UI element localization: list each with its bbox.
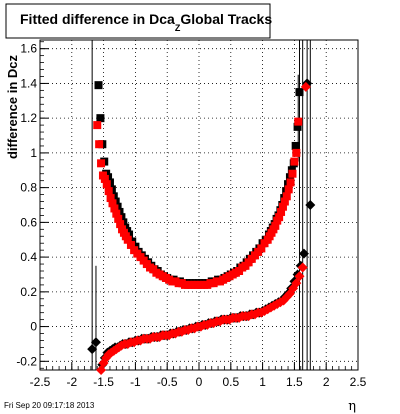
data-point-square bbox=[104, 187, 113, 196]
data-point-square bbox=[275, 213, 284, 222]
y-tick-label: 1.6 bbox=[20, 42, 37, 56]
y-tick-label: -0.2 bbox=[16, 354, 37, 368]
y-tick-label: 0.8 bbox=[20, 181, 37, 195]
y-tick-label: 1 bbox=[30, 146, 37, 160]
data-point-diamond bbox=[87, 344, 98, 355]
data-point-square bbox=[95, 140, 104, 149]
x-tick-label: 2 bbox=[323, 375, 330, 389]
title-frame bbox=[5, 3, 271, 39]
data-point-square bbox=[286, 178, 295, 187]
data-point-square bbox=[288, 169, 297, 178]
data-point-square bbox=[116, 220, 125, 229]
data-point-square bbox=[100, 174, 109, 183]
data-point-square bbox=[108, 199, 117, 208]
chart-title: Fitted difference in DcaZGlobal Tracks bbox=[20, 11, 272, 33]
data-point-square bbox=[106, 194, 115, 203]
data-point-diamond bbox=[90, 337, 101, 348]
chart-title-main: Fitted difference in Dca bbox=[20, 11, 175, 27]
data-point-square bbox=[293, 122, 302, 131]
timestamp-stamp: Fri Sep 20 09:17:18 2013 bbox=[4, 401, 95, 410]
data-point-square bbox=[97, 159, 106, 168]
data-point-diamond bbox=[300, 81, 311, 92]
data-point-diamond bbox=[298, 248, 309, 259]
data-markers bbox=[87, 78, 316, 375]
y-tick-label: 0.6 bbox=[20, 215, 37, 229]
data-point-square bbox=[295, 88, 304, 97]
data-point-square bbox=[112, 209, 121, 218]
data-point-square bbox=[94, 81, 103, 90]
data-point-square bbox=[290, 157, 299, 166]
data-point-square bbox=[96, 114, 105, 123]
data-point-square bbox=[110, 204, 119, 213]
data-point-square bbox=[278, 202, 287, 211]
data-point-square bbox=[292, 148, 301, 157]
x-axis-label: η bbox=[348, 399, 356, 414]
tick-labels: -2.5 -2 -1.5 -1 -0.5 0 0.5 1 1.5 2 2.5 -0.2 0 0.2 0.4 0… bbox=[16, 42, 366, 389]
y-tick-label: 0.4 bbox=[20, 250, 37, 264]
data-point-square bbox=[291, 141, 300, 150]
x-tick-label: -1 bbox=[130, 375, 141, 389]
x-tick-label: -1.5 bbox=[93, 375, 114, 389]
chart-title-suffix: Global Tracks bbox=[180, 11, 272, 27]
data-point-diamond bbox=[305, 200, 316, 210]
data-point-diamond bbox=[297, 262, 308, 273]
data-point-square bbox=[277, 207, 286, 216]
data-point-square bbox=[114, 214, 123, 223]
data-point-square bbox=[102, 180, 111, 189]
y-tick-label: 1.2 bbox=[20, 111, 37, 125]
x-tick-label: -2.5 bbox=[30, 375, 51, 389]
x-tick-label: -2 bbox=[66, 375, 77, 389]
grid-lines bbox=[39, 40, 359, 370]
data-point-square bbox=[123, 235, 132, 244]
data-point-square bbox=[294, 117, 303, 126]
data-point-square bbox=[280, 197, 289, 206]
y-tick-label: 0 bbox=[30, 320, 37, 334]
y-tick-label: 0.2 bbox=[20, 285, 37, 299]
data-point-square bbox=[284, 185, 293, 194]
series-red-diamond bbox=[96, 81, 311, 375]
data-point-square bbox=[282, 192, 291, 201]
data-point-diamond bbox=[291, 278, 302, 289]
x-tick-label: 1 bbox=[259, 375, 266, 389]
data-point-square bbox=[271, 221, 280, 230]
series-red-square bbox=[93, 117, 303, 289]
y-axis-label: difference in Dcz bbox=[5, 55, 20, 160]
x-tick-label: 0.5 bbox=[222, 375, 239, 389]
x-tick-label: 2.5 bbox=[350, 375, 367, 389]
data-point-square bbox=[126, 240, 135, 249]
axis-ticks bbox=[39, 41, 359, 370]
x-tick-label: 0 bbox=[196, 375, 203, 389]
data-point-square bbox=[93, 121, 102, 130]
x-tick-label: -0.5 bbox=[157, 375, 178, 389]
x-tick-label: 1.5 bbox=[286, 375, 303, 389]
y-tick-label: 1.4 bbox=[20, 76, 37, 90]
chart-title-subscript: Z bbox=[175, 23, 181, 33]
data-point-square bbox=[257, 244, 266, 253]
chart-title-box: Fitted difference in DcaZGlobal Tracks bbox=[5, 3, 272, 39]
data-point-diamond bbox=[294, 271, 305, 282]
